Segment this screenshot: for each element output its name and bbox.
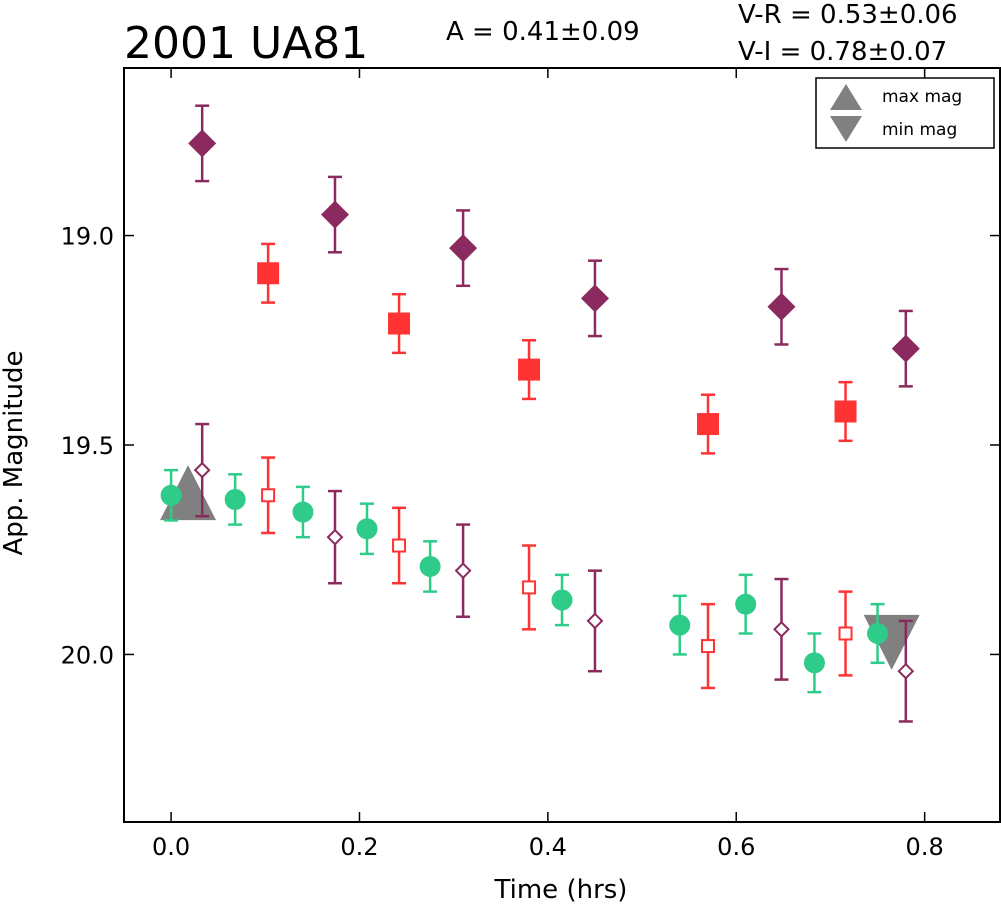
legend-label-max-mag: max mag [882, 87, 962, 107]
filled-square-point [834, 400, 857, 423]
filled-circle-point [867, 623, 889, 644]
filled-square-point [697, 413, 719, 436]
legend-box [815, 77, 995, 149]
legend: max mag min mag [815, 77, 995, 149]
open-diamond-point [326, 528, 344, 546]
filled-circle-point [224, 488, 246, 510]
plot-frame [123, 67, 1001, 823]
open-square-point [261, 488, 276, 503]
axis-ticks: 0.0 0.2 0.4 0.6 0.8 19.0 19.5 20.0 [61, 68, 1000, 861]
filled-circle-point [160, 484, 182, 506]
chart-title: 2001 UA81 [124, 18, 368, 69]
legend-label-min-mag: min mag [882, 120, 957, 140]
open-diamond-point [586, 612, 604, 630]
y-tick-label: 19.5 [61, 432, 114, 460]
legend-max-mag-triangle-icon [830, 84, 862, 110]
filled-circle-point [419, 555, 441, 577]
filled-circle-point [735, 593, 757, 615]
open-square-point [522, 580, 537, 595]
y-tick-label: 20.0 [61, 641, 114, 669]
x-tick-label: 0.8 [906, 833, 944, 861]
x-tick-label: 0.0 [152, 833, 190, 861]
open-diamond-point [773, 620, 790, 638]
open-diamond-point [454, 562, 472, 580]
filled-circle-point [292, 501, 314, 523]
plot-area [160, 104, 920, 723]
filled-circle-point [356, 518, 378, 540]
open-square-point [838, 626, 853, 641]
y-tick-label: 19.0 [61, 223, 114, 251]
open-square-point [701, 639, 715, 654]
open-diamond-point [193, 461, 211, 479]
filled-circle-point [803, 652, 825, 674]
filled-circle-point [669, 614, 691, 636]
x-tick-label: 0.4 [529, 833, 567, 861]
filled-diamond-point [891, 334, 920, 363]
open-square-point [392, 538, 407, 553]
filled-square-point [518, 358, 541, 381]
legend-min-mag-triangle-icon [830, 116, 862, 142]
filled-diamond-point [580, 284, 609, 313]
x-tick-label: 0.2 [340, 833, 378, 861]
filled-square-point [388, 312, 411, 335]
v-r-annotation: V-R = 0.53±0.06 [738, 0, 958, 30]
x-tick-label: 0.6 [717, 833, 755, 861]
filled-diamond-point [449, 234, 478, 263]
amplitude-annotation: A = 0.41±0.09 [446, 17, 640, 47]
open-diamond-point [897, 662, 915, 680]
y-axis-label: App. Magnitude [0, 350, 29, 555]
v-i-annotation: V-I = 0.78±0.07 [738, 37, 947, 67]
filled-diamond-point [188, 129, 217, 158]
filled-diamond-point [767, 292, 796, 321]
filled-diamond-point [320, 200, 349, 229]
filled-square-point [257, 262, 280, 285]
x-axis-label: Time (hrs) [494, 875, 628, 904]
filled-circle-point [551, 589, 573, 611]
